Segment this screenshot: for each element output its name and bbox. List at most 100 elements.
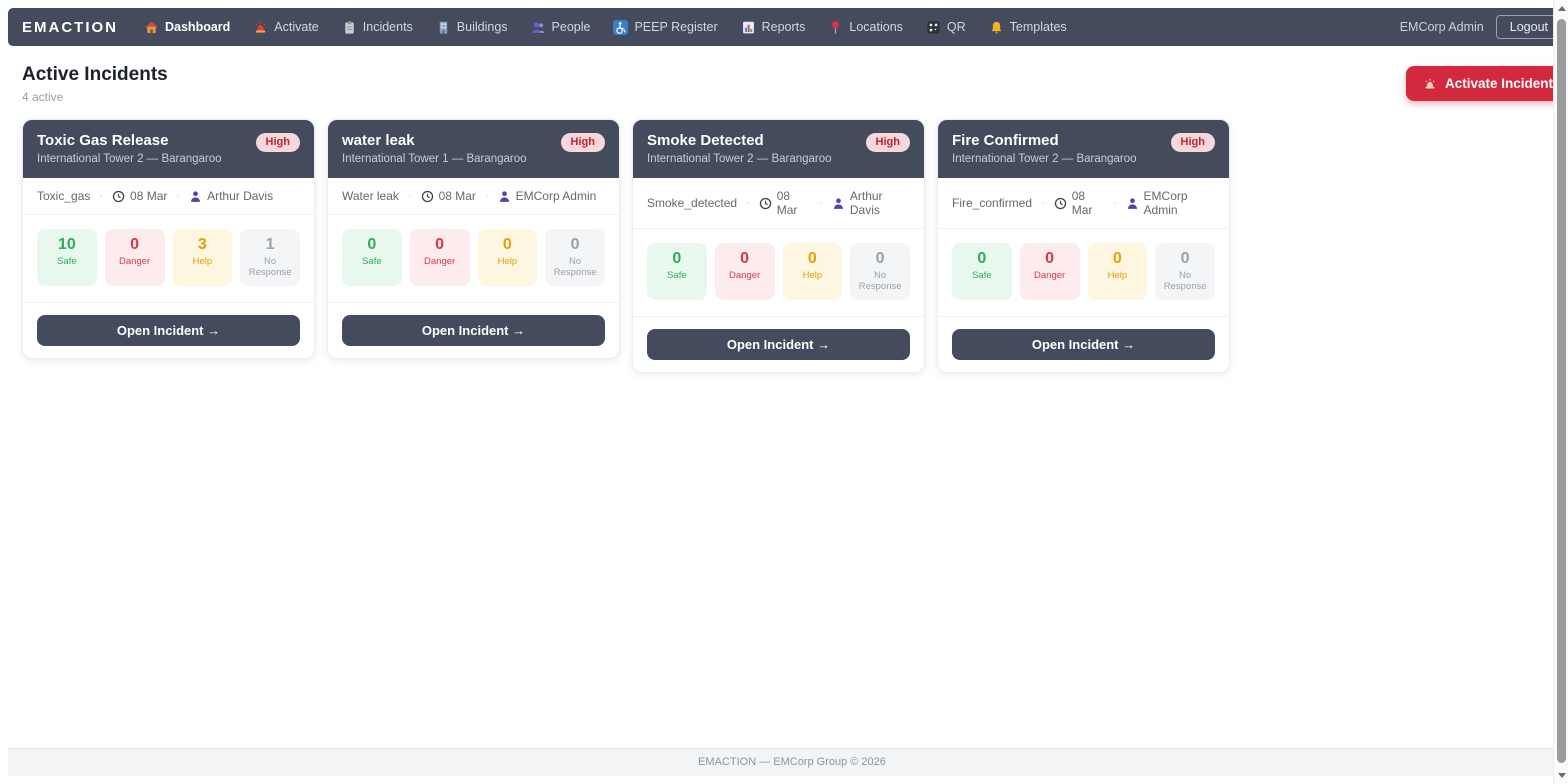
nav-item-peep-register[interactable]: PEEP Register xyxy=(613,19,718,35)
nav-label: Templates xyxy=(1009,20,1067,34)
clipboard-icon xyxy=(342,20,357,35)
incident-meta: Toxic_gas · 08 Mar · Arthur Davis xyxy=(23,178,314,215)
incident-owner: Arthur Davis xyxy=(207,189,274,203)
incident-type: Toxic_gas xyxy=(37,189,91,203)
card-actions: Open Incident → xyxy=(633,316,924,372)
footer: EMACTION — EMCorp Group © 2026 xyxy=(8,748,1568,776)
nav-right: EMCorp Admin Logout xyxy=(1400,15,1562,39)
nav-item-qr[interactable]: QR xyxy=(926,20,966,35)
stat-danger: 0 Danger xyxy=(104,229,165,286)
nav-label: Reports xyxy=(761,20,806,34)
incident-meta: Fire_confirmed · 08 Mar · EMCorp Admin xyxy=(938,178,1229,229)
stat-help: 0 Help xyxy=(782,243,843,300)
siren-icon xyxy=(253,20,268,35)
incident-date-item: 08 Mar xyxy=(1054,189,1104,217)
stat-help: 0 Help xyxy=(477,229,538,286)
incident-owner: EMCorp Admin xyxy=(515,189,597,203)
incident-title: water leak xyxy=(342,132,415,149)
meta-separator: · xyxy=(746,197,750,209)
scroll-down-icon[interactable] xyxy=(1557,773,1566,778)
clock-icon xyxy=(759,197,772,210)
stat-danger-value: 0 xyxy=(435,236,445,253)
stat-help: 3 Help xyxy=(172,229,233,286)
stat-help-label: Help xyxy=(497,256,518,267)
incident-date: 08 Mar xyxy=(776,189,798,217)
incident-date: 08 Mar xyxy=(130,189,168,203)
incident-title: Fire Confirmed xyxy=(952,132,1059,149)
user-icon xyxy=(498,190,511,203)
incident-card-header-text: water leak International Tower 1 — Baran… xyxy=(342,132,527,165)
logged-in-user: EMCorp Admin xyxy=(1399,20,1484,34)
pin-icon xyxy=(828,20,843,35)
stat-safe: 0 Safe xyxy=(647,243,707,300)
meta-separator: · xyxy=(819,197,823,209)
nav-links: Dashboard Activate Incidents Buildings P… xyxy=(144,19,1067,35)
user-icon xyxy=(1126,197,1139,210)
incident-date: 08 Mar xyxy=(438,189,476,203)
stat-no-response-label: No Response xyxy=(858,270,902,292)
stat-safe-label: Safe xyxy=(972,270,992,281)
nav-item-locations[interactable]: Locations xyxy=(828,20,903,35)
house-icon xyxy=(144,20,159,35)
incident-meta: Smoke_detected · 08 Mar · Arthur Davis xyxy=(633,178,924,229)
nav-item-dashboard[interactable]: Dashboard xyxy=(144,20,230,35)
incident-card-header: water leak International Tower 1 — Baran… xyxy=(328,120,619,178)
user-icon xyxy=(832,197,845,210)
stats-row: 0 Safe 0 Danger 0 Help 0 No Response xyxy=(328,215,619,302)
incident-card-header: Fire Confirmed International Tower 2 — B… xyxy=(938,120,1229,178)
open-incident-button[interactable]: Open Incident → xyxy=(952,329,1215,360)
incident-card: Smoke Detected International Tower 2 — B… xyxy=(632,119,925,373)
incident-owner-item: EMCorp Admin xyxy=(1126,189,1215,217)
incident-owner-item: Arthur Davis xyxy=(832,189,910,217)
stat-safe-value: 0 xyxy=(672,250,682,267)
incident-location: International Tower 1 — Barangaroo xyxy=(342,153,527,165)
stat-no-response: 0 No Response xyxy=(1155,243,1215,300)
stat-danger-value: 0 xyxy=(740,250,750,267)
severity-badge: High xyxy=(1170,133,1215,152)
stat-no-response: 0 No Response xyxy=(850,243,910,300)
stat-safe: 10 Safe xyxy=(37,229,97,286)
nav-label: Incidents xyxy=(362,20,413,34)
open-incident-button[interactable]: Open Incident → xyxy=(37,315,300,346)
nav-label: People xyxy=(551,20,591,34)
nav-item-incidents[interactable]: Incidents xyxy=(342,20,413,35)
incident-card: Toxic Gas Release International Tower 2 … xyxy=(22,119,315,359)
nav-item-reports[interactable]: Reports xyxy=(741,20,806,35)
incident-card-header-text: Fire Confirmed International Tower 2 — B… xyxy=(952,132,1137,165)
nav-item-buildings[interactable]: Buildings xyxy=(436,20,508,35)
stat-help-value: 0 xyxy=(807,250,817,267)
clock-icon xyxy=(421,190,434,203)
page-header-text: Active Incidents 4 active xyxy=(22,64,168,104)
open-incident-button[interactable]: Open Incident → xyxy=(342,315,605,346)
severity-badge: High xyxy=(255,133,300,152)
nav-item-activate[interactable]: Activate xyxy=(253,20,319,35)
vertical-scrollbar[interactable] xyxy=(1553,0,1568,784)
incident-type: Water leak xyxy=(342,189,399,203)
incident-title: Toxic Gas Release xyxy=(37,132,169,149)
stat-danger-label: Danger xyxy=(1034,270,1066,281)
incident-owner-item: EMCorp Admin xyxy=(498,189,597,203)
incident-owner: Arthur Davis xyxy=(849,189,883,217)
card-actions: Open Incident → xyxy=(328,302,619,358)
card-actions: Open Incident → xyxy=(938,316,1229,372)
nav-item-templates[interactable]: Templates xyxy=(989,20,1067,35)
stat-safe-value: 10 xyxy=(57,236,76,253)
incident-card-header-text: Smoke Detected International Tower 2 — B… xyxy=(647,132,832,165)
nav-label: Buildings xyxy=(456,20,508,34)
nav-item-people[interactable]: People xyxy=(531,20,591,35)
incident-location: International Tower 2 — Barangaroo xyxy=(647,153,832,165)
stats-row: 10 Safe 0 Danger 3 Help 1 No Response xyxy=(23,215,314,302)
meta-separator: · xyxy=(1041,197,1045,209)
activate-incident-button[interactable]: Activate Incident xyxy=(1405,66,1568,101)
stat-no-response-value: 1 xyxy=(265,236,275,253)
activate-incident-label: Activate Incident xyxy=(1444,76,1553,91)
user-icon xyxy=(189,190,202,203)
stat-danger-value: 0 xyxy=(1045,250,1055,267)
stat-no-response-label: No Response xyxy=(248,256,292,278)
incident-date-item: 08 Mar xyxy=(759,189,810,217)
stat-no-response: 1 No Response xyxy=(240,229,300,286)
scrollbar-thumb[interactable] xyxy=(1557,19,1566,763)
scroll-up-icon[interactable] xyxy=(1557,6,1566,11)
open-incident-button[interactable]: Open Incident → xyxy=(647,329,910,360)
incident-date-item: 08 Mar xyxy=(421,189,476,203)
